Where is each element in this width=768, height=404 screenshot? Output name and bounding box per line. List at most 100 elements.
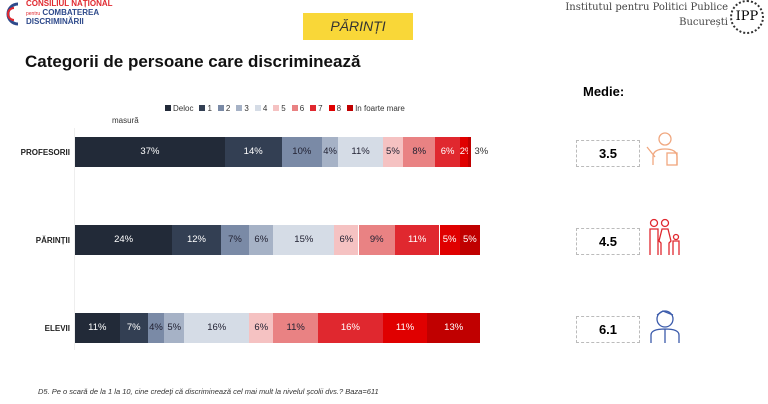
data-label: 12% — [186, 234, 206, 245]
legend-swatch — [291, 105, 298, 111]
bar-segment: 11% — [338, 137, 383, 167]
data-label: 5% — [442, 234, 457, 245]
data-label: 5% — [167, 322, 182, 333]
category-label: PROFESORII — [20, 148, 70, 157]
data-label: 9% — [369, 234, 384, 245]
bar-segment: 16% — [318, 313, 383, 343]
legend-item: 8 — [328, 104, 342, 113]
legend-swatch — [199, 105, 206, 111]
data-label: 11% — [88, 322, 107, 333]
family-icon — [649, 218, 680, 255]
legend-label: 5 — [281, 104, 286, 113]
data-label: 5% — [386, 146, 400, 157]
legend-label: 8 — [336, 104, 342, 113]
category-label: PĂRINȚII — [35, 236, 70, 245]
legend-swatch — [328, 105, 335, 111]
data-label: 2% — [459, 146, 474, 157]
legend-item: 5 — [273, 104, 286, 113]
bar-segment: 5% — [439, 225, 460, 255]
bar-segment: 9% — [358, 225, 395, 255]
legend-item: 6 — [291, 104, 305, 113]
medie-label: Medie: — [583, 84, 625, 99]
legend-label: 1 — [207, 104, 212, 113]
cncd-logo: CONSILIUL NAȚIONAL pentru COMBATEREA DIS… — [0, 0, 120, 32]
legend-item: 4 — [254, 104, 268, 113]
legend-subline: masură — [112, 116, 139, 125]
data-label: 16% — [340, 322, 360, 333]
data-label: 11% — [408, 234, 427, 245]
legend-item: 2 — [217, 104, 231, 113]
legend-swatch — [310, 105, 317, 111]
data-label: 4% — [323, 146, 337, 157]
legend-label: 4 — [262, 104, 268, 113]
data-label: 11% — [395, 322, 415, 333]
legend-item: Deloc — [165, 104, 193, 113]
data-label: 16% — [207, 322, 227, 333]
bar-segment: 5% — [382, 137, 404, 167]
ipp-logo: IPP — [730, 0, 764, 34]
legend-label: 7 — [318, 104, 323, 113]
bar-segment: 10% — [281, 137, 323, 167]
legend-item: In foarte mare — [347, 104, 405, 113]
bar-segment: 8% — [403, 137, 436, 167]
bar-segment: 4% — [322, 137, 339, 167]
legend-swatch — [273, 105, 280, 111]
data-label: 6% — [254, 322, 269, 333]
legend-item: 3 — [236, 104, 249, 113]
bar-segment: 5% — [459, 225, 480, 255]
data-label: 6% — [339, 234, 354, 245]
legend-label: In foarte mare — [355, 104, 405, 113]
legend: Deloc 1 2 3 4 5 6 7 8 In foarte mare — [165, 104, 445, 113]
legend-swatch — [217, 105, 224, 111]
bar-segment: 11% — [273, 313, 318, 343]
data-label: 4% — [149, 322, 163, 333]
data-label: 14% — [243, 146, 263, 157]
student-icon — [650, 310, 680, 343]
legend-label: Deloc — [173, 104, 194, 113]
data-label: 13% — [444, 322, 464, 333]
data-label: 7% — [126, 322, 141, 333]
legend-swatch — [236, 105, 243, 111]
mean-value-box: 6.1 — [576, 316, 640, 343]
bar-segment: 13% — [427, 313, 480, 343]
bar-segment: 15% — [273, 225, 335, 255]
bar-segment: 2% — [459, 137, 473, 167]
legend-label: 3 — [244, 104, 249, 113]
bar-segment: 5% — [164, 313, 185, 343]
bar-segment: 3% — [467, 137, 488, 167]
data-label: 11% — [286, 322, 305, 333]
data-label: 6% — [254, 234, 269, 245]
bar-segment: 24% — [75, 225, 173, 255]
mean-value-box: 4.5 — [576, 228, 640, 255]
data-label: 11% — [351, 146, 370, 157]
bar-segment: 11% — [394, 225, 440, 255]
legend-item: 7 — [310, 104, 323, 113]
bar-segment: 4% — [147, 313, 165, 343]
legend-swatch — [254, 105, 261, 111]
legend-swatch — [165, 105, 171, 111]
bar-segment: 12% — [172, 225, 221, 255]
data-label: 24% — [114, 234, 134, 245]
chart-title: Categorii de persoane care discriminează — [25, 52, 361, 71]
bar-segment: 6% — [249, 313, 274, 343]
bar-segment: 6% — [334, 225, 359, 255]
section-tag: PĂRINȚI — [303, 13, 413, 40]
bar-segment: 6% — [435, 137, 460, 167]
legend-item: 1 — [199, 104, 212, 113]
bar-segment: 6% — [249, 225, 274, 255]
bar-segment: 11% — [382, 313, 428, 343]
cncd-logo-icon — [6, 2, 19, 26]
data-label: 7% — [228, 234, 242, 245]
bar-segment: 7% — [220, 225, 250, 255]
data-label: 5% — [463, 234, 477, 245]
bar-segment: 16% — [184, 313, 250, 343]
axis-line — [74, 128, 75, 350]
legend-label: 6 — [299, 104, 305, 113]
legend-label: 2 — [225, 104, 231, 113]
bar-segment: 7% — [119, 313, 148, 343]
data-label: 6% — [440, 146, 455, 157]
footnote: D5. Pe o scară de la 1 la 10, cine crede… — [38, 387, 379, 396]
data-label: 10% — [292, 146, 312, 157]
category-label: ELEVII — [44, 324, 70, 333]
bar-segment: 37% — [75, 137, 225, 167]
